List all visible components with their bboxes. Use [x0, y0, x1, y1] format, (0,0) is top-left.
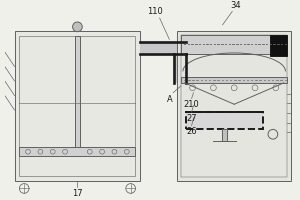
Bar: [14, 31, 140, 181]
Bar: [186, 112, 263, 129]
Bar: [177, 31, 291, 181]
Text: 210: 210: [184, 100, 200, 109]
Bar: [181, 77, 287, 83]
Bar: [181, 35, 287, 54]
Text: A: A: [167, 95, 172, 104]
Text: 26: 26: [186, 127, 197, 136]
Bar: [181, 35, 287, 177]
Bar: [174, 54, 186, 83]
Bar: [20, 36, 136, 176]
Bar: [222, 129, 227, 141]
Text: 34: 34: [230, 1, 241, 10]
Bar: [270, 35, 287, 56]
Circle shape: [73, 22, 82, 32]
Text: 110: 110: [147, 7, 163, 16]
Text: 27: 27: [186, 114, 197, 123]
Bar: [76, 36, 80, 154]
Text: 17: 17: [72, 189, 83, 198]
Bar: [20, 147, 136, 156]
Bar: [140, 42, 186, 54]
